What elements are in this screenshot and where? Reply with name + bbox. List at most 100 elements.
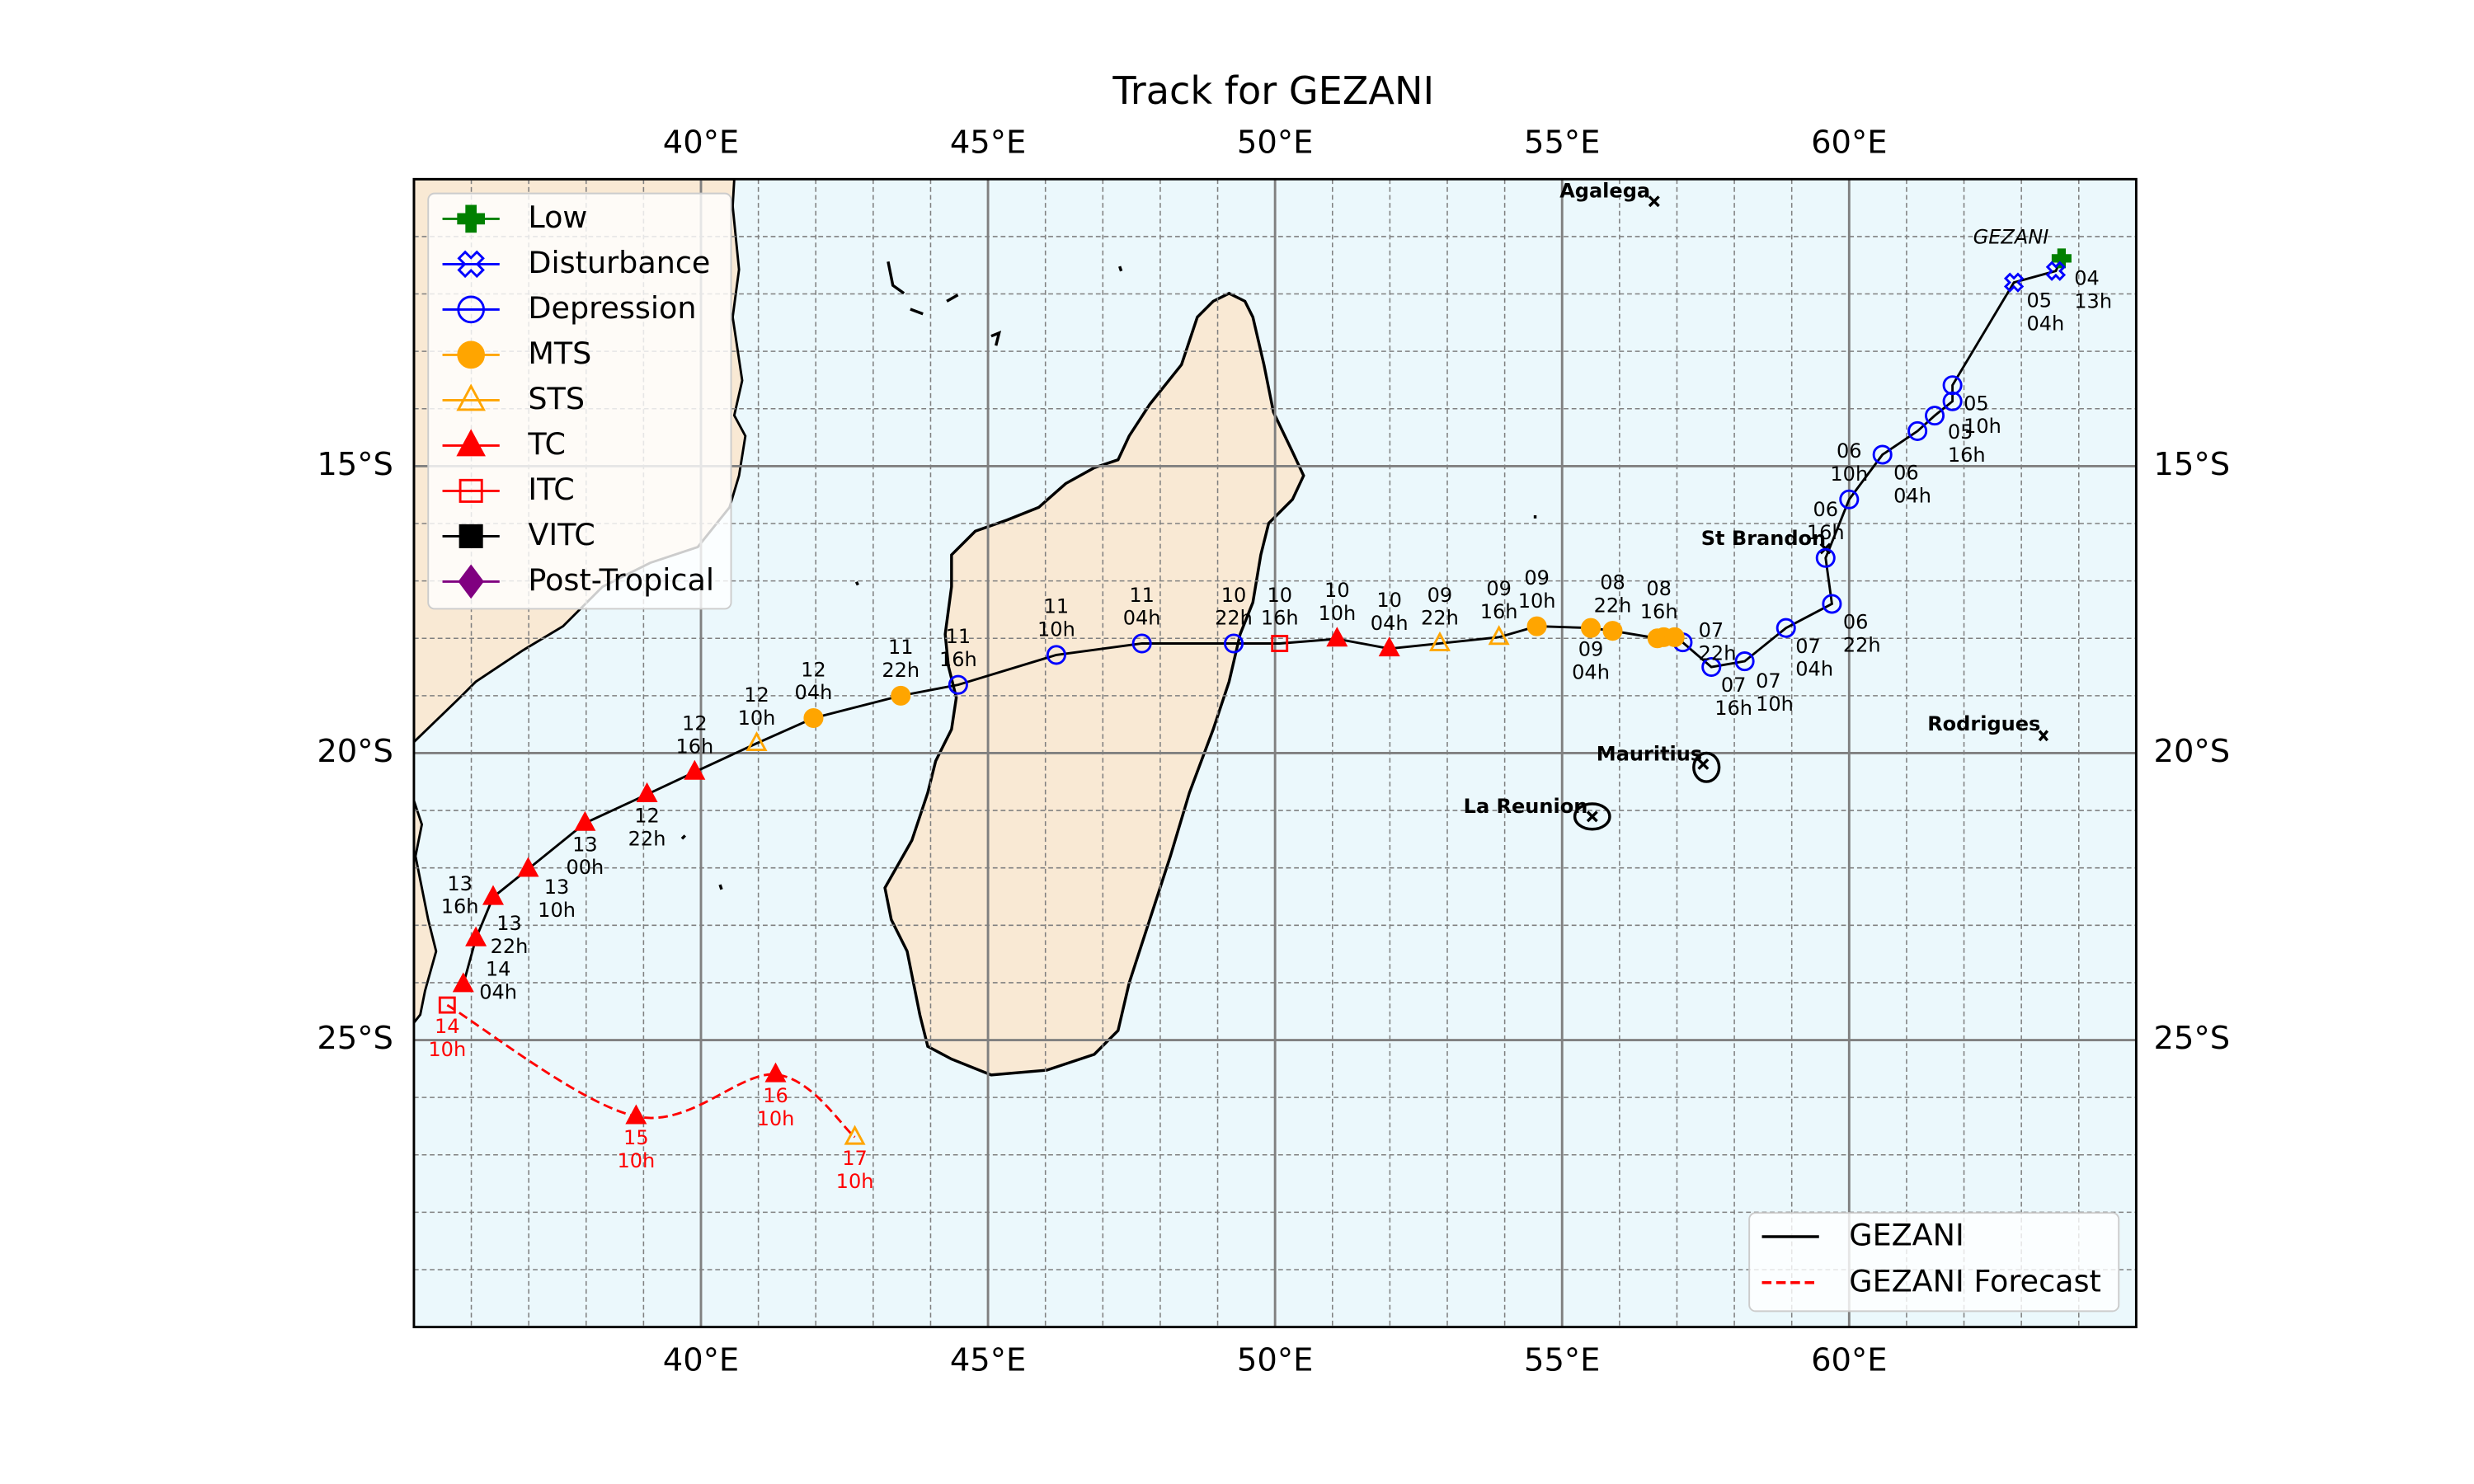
legend-marker xyxy=(458,564,484,599)
point-time: 22h xyxy=(1843,633,1881,656)
point-time: 22h xyxy=(1699,642,1737,665)
legend-label: Disturbance xyxy=(528,245,710,280)
point-day: 15 xyxy=(623,1126,649,1149)
track-point xyxy=(844,1125,866,1145)
legend-marker xyxy=(457,295,485,324)
track-point xyxy=(891,685,911,706)
point-time: 04h xyxy=(1572,661,1610,684)
track-point xyxy=(948,674,968,695)
point-day: 12 xyxy=(801,658,826,681)
x-tick-label: 40°E xyxy=(663,1341,739,1378)
point-time: 04h xyxy=(1371,612,1409,635)
point-time: 16h xyxy=(939,648,977,671)
track-point xyxy=(1271,635,1289,652)
point-time: 22h xyxy=(1594,594,1632,617)
legend-box xyxy=(427,192,732,610)
point-day: 10 xyxy=(1267,584,1292,607)
place-label: Mauritius xyxy=(1597,742,1702,765)
track-point xyxy=(438,996,456,1014)
storm-label: GEZANI xyxy=(1973,225,2049,248)
track-point xyxy=(1776,618,1796,638)
point-time: 22h xyxy=(628,827,666,850)
y-tick-label: 20°S xyxy=(317,733,393,770)
place-label: La Reunion xyxy=(1464,795,1588,818)
track-line xyxy=(462,257,2063,985)
place-label: Agalega xyxy=(1559,180,1650,203)
x-tick-label: 50°E xyxy=(1237,124,1313,162)
track-point xyxy=(1046,645,1066,665)
legend-label: Post-Tropical xyxy=(528,562,714,598)
point-day: 05 xyxy=(1964,392,1989,415)
point-day: 11 xyxy=(946,625,971,648)
point-day: 13 xyxy=(544,876,570,899)
track-line xyxy=(446,1003,856,1139)
point-day: 11 xyxy=(888,636,914,659)
point-time: 10h xyxy=(1830,463,1868,486)
point-time: 04h xyxy=(1795,658,1833,681)
point-day: 06 xyxy=(1893,462,1919,485)
point-time: 16h xyxy=(1480,600,1518,623)
x-tick-label: 55°E xyxy=(1524,1341,1600,1378)
point-time: 16h xyxy=(1714,697,1752,720)
title: Track for GEZANI xyxy=(1112,68,1434,113)
point-day: 14 xyxy=(435,1015,460,1038)
track-point xyxy=(1602,621,1623,641)
x-tick-label: 45°E xyxy=(950,1341,1026,1378)
legend-marker xyxy=(457,250,485,279)
track-point xyxy=(636,782,658,802)
y-tick-label: 15°S xyxy=(2154,446,2231,483)
point-day: 12 xyxy=(744,683,769,707)
track-point xyxy=(1488,625,1510,646)
tracks xyxy=(438,248,2072,1145)
point-time: 10h xyxy=(1318,602,1356,625)
legend-label: VITC xyxy=(528,517,595,552)
track-point xyxy=(1942,391,1963,411)
point-day: 17 xyxy=(842,1147,868,1170)
track-point xyxy=(1581,618,1602,638)
point-time: 10h xyxy=(1964,415,2001,438)
point-time: 10h xyxy=(538,899,576,922)
point-time: 10h xyxy=(1756,693,1794,716)
track-point xyxy=(684,759,706,780)
point-time: 16h xyxy=(441,895,479,918)
x-tick-label: 50°E xyxy=(1237,1341,1313,1378)
legend-label: STS xyxy=(528,381,585,416)
legend-label: GEZANI Forecast xyxy=(1849,1263,2101,1298)
point-time: 04h xyxy=(1893,484,1931,507)
stage-legend: Low Disturbance Depression MTS STS TC ITC VITC P… xyxy=(427,192,732,610)
point-time: 22h xyxy=(882,659,920,682)
point-day: 13 xyxy=(572,833,598,856)
point-time: 10h xyxy=(836,1170,874,1193)
point-time: 10h xyxy=(1037,618,1075,641)
track-legend: GEZANI GEZANI Forecast xyxy=(1748,1212,2120,1313)
track-point xyxy=(517,857,539,877)
legend-marker xyxy=(456,429,486,457)
track-point xyxy=(1942,375,1963,396)
point-day: 11 xyxy=(1044,595,1070,618)
legend-label: GEZANI xyxy=(1849,1218,1964,1253)
point-time: 10h xyxy=(738,707,776,730)
point-day: 10 xyxy=(1324,579,1350,602)
x-tick-label: 45°E xyxy=(950,124,1026,162)
point-day: 05 xyxy=(2026,289,2052,312)
point-day: 09 xyxy=(1486,577,1512,600)
point-day: 10 xyxy=(1376,589,1402,612)
place-label: Rodrigues xyxy=(1927,712,2040,735)
track-point xyxy=(1839,489,1860,510)
point-time: 16h xyxy=(1261,607,1299,630)
track-point xyxy=(1907,420,1928,441)
point-day: 08 xyxy=(1646,577,1672,600)
point-day: 10 xyxy=(1221,584,1247,607)
point-time: 10h xyxy=(617,1149,655,1172)
point-time: 22h xyxy=(1215,607,1253,630)
point-day: 07 xyxy=(1721,674,1747,697)
track-point xyxy=(1734,651,1755,672)
track-point xyxy=(1326,627,1348,647)
y-tick-label: 15°S xyxy=(317,446,393,483)
point-day: 06 xyxy=(1843,611,1869,634)
legend-label: TC xyxy=(527,426,566,462)
track-point xyxy=(1701,657,1722,678)
point-day: 09 xyxy=(1524,566,1550,589)
track-point xyxy=(482,885,504,905)
point-day: 12 xyxy=(682,712,708,735)
